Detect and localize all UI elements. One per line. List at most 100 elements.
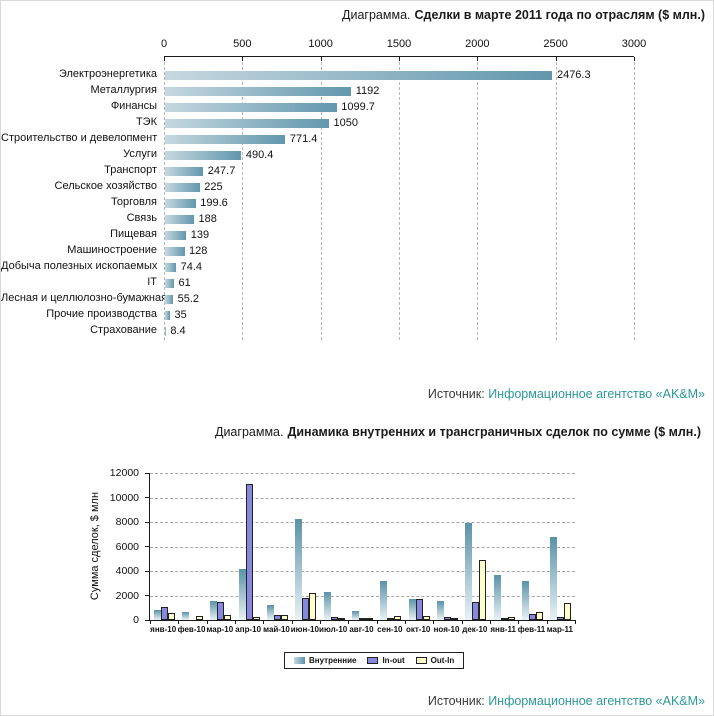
bar-Out-In <box>479 559 487 620</box>
category-label: Транспорт <box>104 163 157 176</box>
x-tick-label: фев-10 <box>177 625 206 634</box>
chart1-source-link[interactable]: Информационное агентство «AK&M» <box>488 387 705 401</box>
gridline <box>399 57 400 340</box>
gridline <box>150 546 575 548</box>
bar <box>164 134 286 144</box>
legend-swatch <box>415 657 427 664</box>
bar-In-out <box>557 617 565 620</box>
axis-tick <box>518 620 520 624</box>
chart1-category-labels: Электроэнергетика Металлургия Финансы ТЭК Ст… <box>1 56 167 346</box>
chart2-plot-area <box>145 472 576 624</box>
x-tick-label: 1000 <box>308 38 333 50</box>
value-label: 2476.3 <box>556 68 591 81</box>
x-tick-label: мар-10 <box>206 625 234 634</box>
y-tick-label: 12000 <box>109 467 139 479</box>
x-tick-label: сен-10 <box>377 625 403 634</box>
bar-Out-In <box>365 618 373 620</box>
chart2-title-prefix: Диаграмма. <box>214 425 284 439</box>
category-label: Финансы <box>110 99 157 112</box>
bar-Внутренние <box>153 610 161 620</box>
category-label: Связь <box>126 212 157 225</box>
axis-tick <box>291 620 293 624</box>
bar-In-out <box>273 615 281 620</box>
chart1-title: Диаграмма. Сделки в марте 2011 года по от… <box>342 8 705 22</box>
bar <box>164 198 196 208</box>
legend-item: Out-In <box>415 656 455 665</box>
category-label: Торговля <box>111 195 157 208</box>
x-tick-label: 500 <box>233 38 252 50</box>
bar-Out-In <box>309 593 317 620</box>
value-label: 188 <box>198 213 217 226</box>
category-label: Строительство и девелопмент <box>1 131 158 144</box>
gridline <box>150 595 575 597</box>
chart1-x-axis-ticklabels: 0 500 1000 1500 2000 2500 3000 <box>161 38 646 52</box>
bar <box>164 86 352 96</box>
x-tick-label: фев-11 <box>517 625 546 634</box>
chart2-x-axis-ticklabels: янв-10 фев-10 мар-10 апр-10 май-10 июн-10 июл-… <box>149 625 579 637</box>
bar-Out-In <box>535 611 543 620</box>
legend-item: In-out <box>367 656 405 665</box>
legend-label: Out-In <box>430 656 455 665</box>
bar-In-out <box>302 597 310 620</box>
category-label: Металлургия <box>90 83 157 96</box>
chart1-title-prefix: Диаграмма. <box>342 8 411 22</box>
value-label: 128 <box>189 245 208 258</box>
bar-Внутренние <box>210 601 218 620</box>
y-tick-label: 6000 <box>115 540 139 553</box>
axis-tick <box>145 546 150 547</box>
value-label: 247.7 <box>207 164 236 177</box>
bar-Внутренние <box>493 575 501 620</box>
value-label: 1099.7 <box>341 100 375 113</box>
gridline <box>320 57 322 340</box>
bar-In-out <box>217 602 225 620</box>
bar-Внутренние <box>408 598 416 620</box>
axis-tick <box>145 497 150 498</box>
bar-Внутренние <box>295 518 303 620</box>
bar-Внутренние <box>323 591 331 620</box>
chart2-source-link[interactable]: Информационное агентство «AK&M» <box>488 694 705 708</box>
axis-tick <box>263 620 265 624</box>
bar-Внутренние <box>521 581 529 620</box>
value-label: 8.4 <box>170 325 186 338</box>
bar-Out-In <box>450 618 458 620</box>
value-label: 771.4 <box>289 132 318 145</box>
bar-Out-In <box>422 615 430 620</box>
axis-tick <box>235 620 236 624</box>
gridline <box>150 473 575 474</box>
gridline <box>164 57 165 340</box>
gridline <box>634 57 635 340</box>
value-label: 1192 <box>355 84 380 97</box>
x-tick-label: 1500 <box>386 38 412 50</box>
bar-Out-In <box>337 618 345 620</box>
axis-tick <box>206 620 208 624</box>
axis-tick <box>145 472 150 474</box>
x-tick-label: янв-11 <box>490 625 516 634</box>
category-label: IT <box>147 276 157 289</box>
bar-In-out <box>528 614 536 620</box>
x-tick-label: мар-11 <box>546 625 573 634</box>
axis-tick <box>145 521 150 523</box>
bar <box>164 247 185 257</box>
bar-Внутренние <box>238 569 246 620</box>
y-tick-label: 10000 <box>109 491 139 504</box>
chart1-source-label: Источник: <box>427 387 485 401</box>
bar-Внутренние <box>436 601 444 620</box>
bar <box>164 102 337 112</box>
value-label: 55.2 <box>177 293 200 306</box>
axis-tick <box>376 620 378 624</box>
bar-In-out <box>330 616 338 620</box>
bar <box>164 166 204 176</box>
chart2-source-line: Источник: Информационное агентство «AK&M… <box>428 694 705 708</box>
axis-tick <box>178 620 180 624</box>
x-tick-label: янв-10 <box>150 625 177 634</box>
y-tick-label: 0 <box>133 614 139 626</box>
bar-In-out <box>443 616 451 620</box>
bar <box>164 118 329 128</box>
bar <box>164 295 174 305</box>
category-label: Электроэнергетика <box>58 67 157 80</box>
bar <box>164 70 553 80</box>
chart1-plot-area: 2476.3 1192 1099.7 1050 771.4 490.4 247.7 225 19… <box>164 56 635 341</box>
value-label: 1050 <box>333 116 358 129</box>
chart2-title: Диаграмма. Динамика внутренних и трансгра… <box>215 425 701 439</box>
